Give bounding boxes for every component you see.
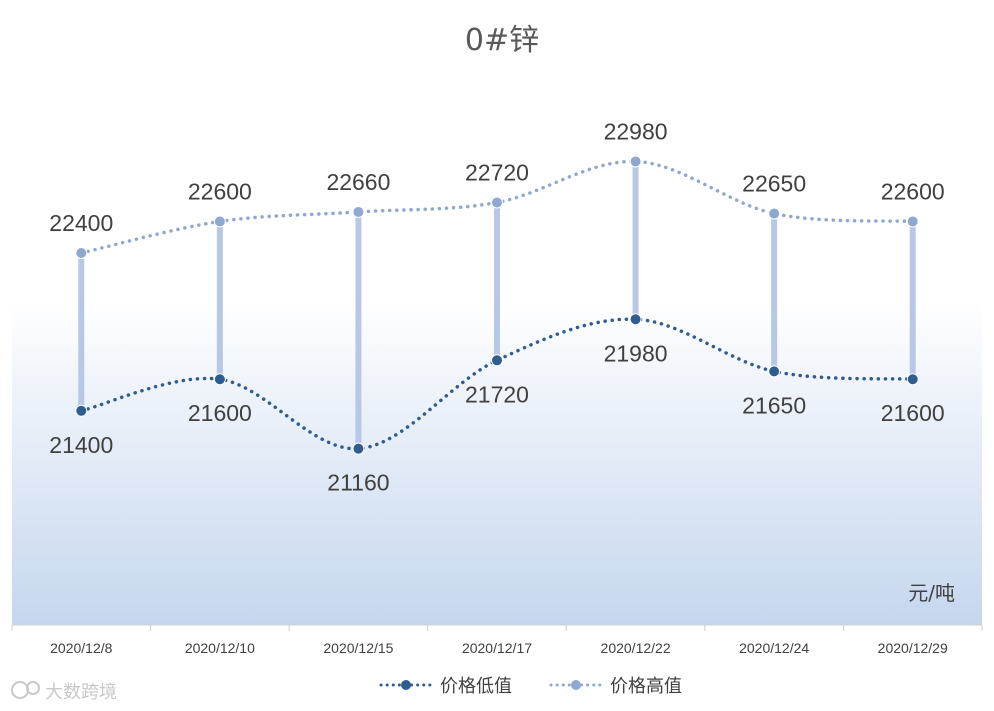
- point-high: [906, 215, 919, 228]
- series-points: [75, 155, 919, 455]
- legend-item-low: 价格低值: [379, 676, 512, 697]
- data-label-low: 21980: [604, 340, 668, 366]
- watermark-text: 大数跨境: [45, 682, 117, 703]
- data-label-high: 22720: [465, 160, 529, 186]
- x-tick-label: 2020/12/8: [50, 640, 112, 656]
- x-tick-label: 2020/12/29: [878, 640, 948, 656]
- data-label-low: 21160: [327, 470, 389, 496]
- legend: 价格低值 价格高值: [379, 676, 682, 697]
- legend-marker-low: [401, 680, 411, 690]
- data-labels: 22400 21400 22600 21600 22660 21160 22720 21720…: [49, 118, 944, 495]
- chart-title: 0#锌: [465, 23, 539, 58]
- data-label-low: 21650: [742, 392, 806, 418]
- point-high: [491, 196, 503, 209]
- high-low-lines: [78, 158, 916, 452]
- data-label-low: 21720: [465, 381, 529, 407]
- point-high: [768, 207, 781, 220]
- point-low: [629, 313, 642, 326]
- x-axis-ticks: [11, 625, 983, 631]
- x-tick-label: 2020/12/24: [739, 640, 809, 656]
- point-high: [75, 247, 88, 259]
- x-axis-labels: 2020/12/8 2020/12/10 2020/12/15 2020/12/17 2…: [50, 640, 948, 656]
- x-tick-label: 2020/12/22: [601, 640, 671, 656]
- point-high: [213, 215, 226, 228]
- legend-label-high: 价格高值: [610, 676, 682, 697]
- data-label-high: 22650: [742, 171, 806, 197]
- data-label-low: 21600: [188, 400, 252, 426]
- point-low: [906, 373, 919, 386]
- point-low: [352, 442, 365, 455]
- x-tick-label: 2020/12/15: [323, 640, 393, 656]
- data-label-high: 22600: [188, 178, 252, 204]
- unit-label: 元/吨: [908, 581, 955, 605]
- data-label-high: 22600: [881, 178, 945, 204]
- point-low: [213, 373, 226, 386]
- data-label-low: 21600: [881, 400, 945, 426]
- legend-label-low: 价格低值: [440, 676, 512, 697]
- watermark-logo-icon: [11, 681, 40, 699]
- point-low: [491, 354, 503, 367]
- point-high: [629, 155, 642, 168]
- data-label-high: 22660: [326, 169, 390, 195]
- legend-item-high: 价格高值: [549, 676, 682, 697]
- data-label-high: 22980: [604, 118, 668, 144]
- legend-marker-high: [571, 680, 581, 690]
- x-tick-label: 2020/12/10: [185, 640, 255, 656]
- data-label-low: 21400: [49, 432, 113, 458]
- point-low: [768, 365, 781, 378]
- x-tick-label: 2020/12/17: [462, 640, 532, 656]
- data-label-high: 22400: [49, 210, 113, 236]
- point-low: [75, 404, 88, 417]
- watermark: 大数跨境: [11, 681, 117, 703]
- point-high: [352, 205, 365, 218]
